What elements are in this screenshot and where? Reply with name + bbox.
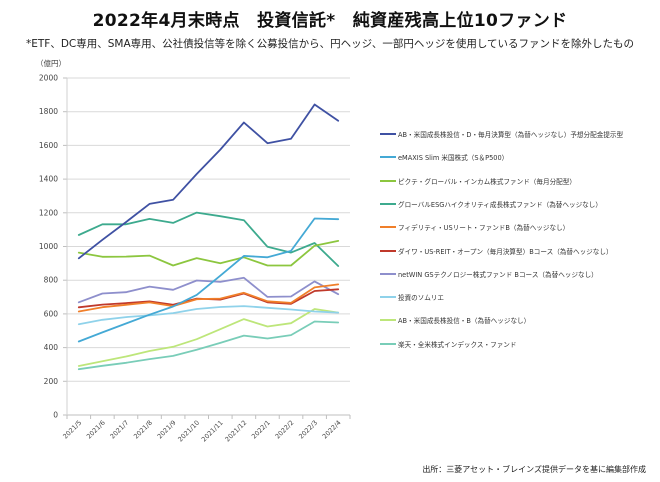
x-tick-label: 2022/3 <box>297 419 319 441</box>
x-axis-ticks: 2021/5 2021/6 2021/7 2021/8 2021/92021/10202… <box>61 419 342 444</box>
x-tick-label: 2021/8 <box>132 419 154 441</box>
legend-label: フィデリティ・USリート・ファンドB（為替ヘッジなし） <box>398 224 570 233</box>
legend-label: 投資のソムリエ <box>398 294 445 303</box>
x-tick-label: 2021/11 <box>200 419 225 444</box>
legend-item: ダイワ・US-REIT・オープン（毎月決算型）Bコース（為替ヘッジなし） <box>380 245 613 257</box>
legend-label: ダイワ・US-REIT・オープン（毎月決算型）Bコース（為替ヘッジなし） <box>398 247 613 256</box>
legend-swatch <box>380 342 396 345</box>
legend-item: eMAXIS Slim 米国株式（S＆P500） <box>380 151 508 163</box>
series-line <box>77 276 340 304</box>
legend-item: AB・米国成長株投信・D・毎月決算型（為替ヘッジなし）予想分配金提示型 <box>380 128 623 140</box>
y-tick-label: 1600 <box>39 141 58 150</box>
y-tick-label: 1000 <box>39 242 58 251</box>
legend-item: 楽天・全米株式インデックス・ファンド <box>380 338 517 350</box>
legend-label: ピクテ・グローバル・インカム株式ファンド（毎月分配型） <box>398 177 576 186</box>
series-line <box>77 103 340 260</box>
legend-item: グローバルESGハイクオリティ成長株式ファンド（為替ヘッジなし） <box>380 198 602 210</box>
legend-swatch <box>380 133 396 135</box>
legend-item: AB・米国成長株投信・B（為替ヘッジなし） <box>380 314 530 326</box>
x-tick-label: 2021/12 <box>224 419 249 444</box>
source-note: 出所：三菱アセット・ブレインズ提供データを基に編集部作成 <box>422 465 646 474</box>
legend-item: 投資のソムリエ <box>380 291 444 303</box>
y-tick-label: 600 <box>44 309 59 318</box>
legend-label: netWIN GSテクノロジー株式ファンド Bコース（為替ヘッジなし） <box>398 270 598 279</box>
y-tick-label: 200 <box>44 377 59 386</box>
y-tick-label: 1200 <box>39 208 58 217</box>
legend-item: netWIN GSテクノロジー株式ファンド Bコース（為替ヘッジなし） <box>380 268 598 280</box>
y-tick-label: 2000 <box>39 74 58 83</box>
chart-title: 2022年4月末時点 投資信託* 純資産残高上位10ファンド <box>92 11 568 31</box>
series-line <box>77 320 340 371</box>
legend-item: ピクテ・グローバル・インカム株式ファンド（毎月分配型） <box>380 175 576 187</box>
y-tick-label: 0 <box>53 411 58 420</box>
y-tick-label: 400 <box>44 343 59 352</box>
x-tick-label: 2022/2 <box>274 419 296 441</box>
legend-label: グローバルESGハイクオリティ成長株式ファンド（為替ヘッジなし） <box>398 200 602 209</box>
x-tick-label: 2022/1 <box>250 419 272 441</box>
series-line <box>77 239 340 267</box>
x-tick-label: 2021/5 <box>61 419 83 441</box>
legend-swatch <box>380 156 396 159</box>
legend-swatch <box>380 179 396 182</box>
x-tick-label: 2021/10 <box>176 419 201 444</box>
gridlines <box>63 77 351 419</box>
legend-swatch <box>380 296 396 299</box>
legend-label: 楽天・全米株式インデックス・ファンド <box>398 340 517 349</box>
legend-swatch <box>380 249 396 252</box>
x-tick-label: 2021/6 <box>85 419 107 441</box>
y-axis-unit-label: （億円） <box>36 59 66 68</box>
legend-swatch <box>380 272 396 275</box>
chart-subtitle: *ETF、DC専用、SMA専用、公社債投信等を除く公募投信から、円ヘッジ、一部円… <box>25 38 635 50</box>
legend-swatch <box>380 202 396 205</box>
legend-swatch <box>380 319 396 322</box>
y-tick-label: 1800 <box>39 107 58 116</box>
legend-label: eMAXIS Slim 米国株式（S＆P500） <box>398 154 509 163</box>
legend-item: フィデリティ・USリート・ファンドB（為替ヘッジなし） <box>380 221 569 233</box>
x-tick-label: 2021/9 <box>156 419 178 441</box>
x-tick-label: 2022/4 <box>321 419 343 441</box>
series-line <box>77 308 340 367</box>
y-tick-label: 1400 <box>39 175 58 184</box>
x-tick-label: 2021/7 <box>109 419 131 441</box>
y-axis-ticks: 0 200 400 600 800 1000 1200 1400 1600 1800 2000 <box>39 74 58 420</box>
series-line <box>77 217 340 343</box>
legend-label: AB・米国成長株投信・B（為替ヘッジなし） <box>398 317 531 326</box>
y-tick-label: 800 <box>44 276 59 285</box>
series-line <box>77 305 340 326</box>
series-line <box>77 283 340 313</box>
series-lines <box>77 103 340 371</box>
legend-label: AB・米国成長株投信・D・毎月決算型（為替ヘッジなし）予想分配金提示型 <box>398 131 624 139</box>
legend-swatch <box>380 226 396 229</box>
